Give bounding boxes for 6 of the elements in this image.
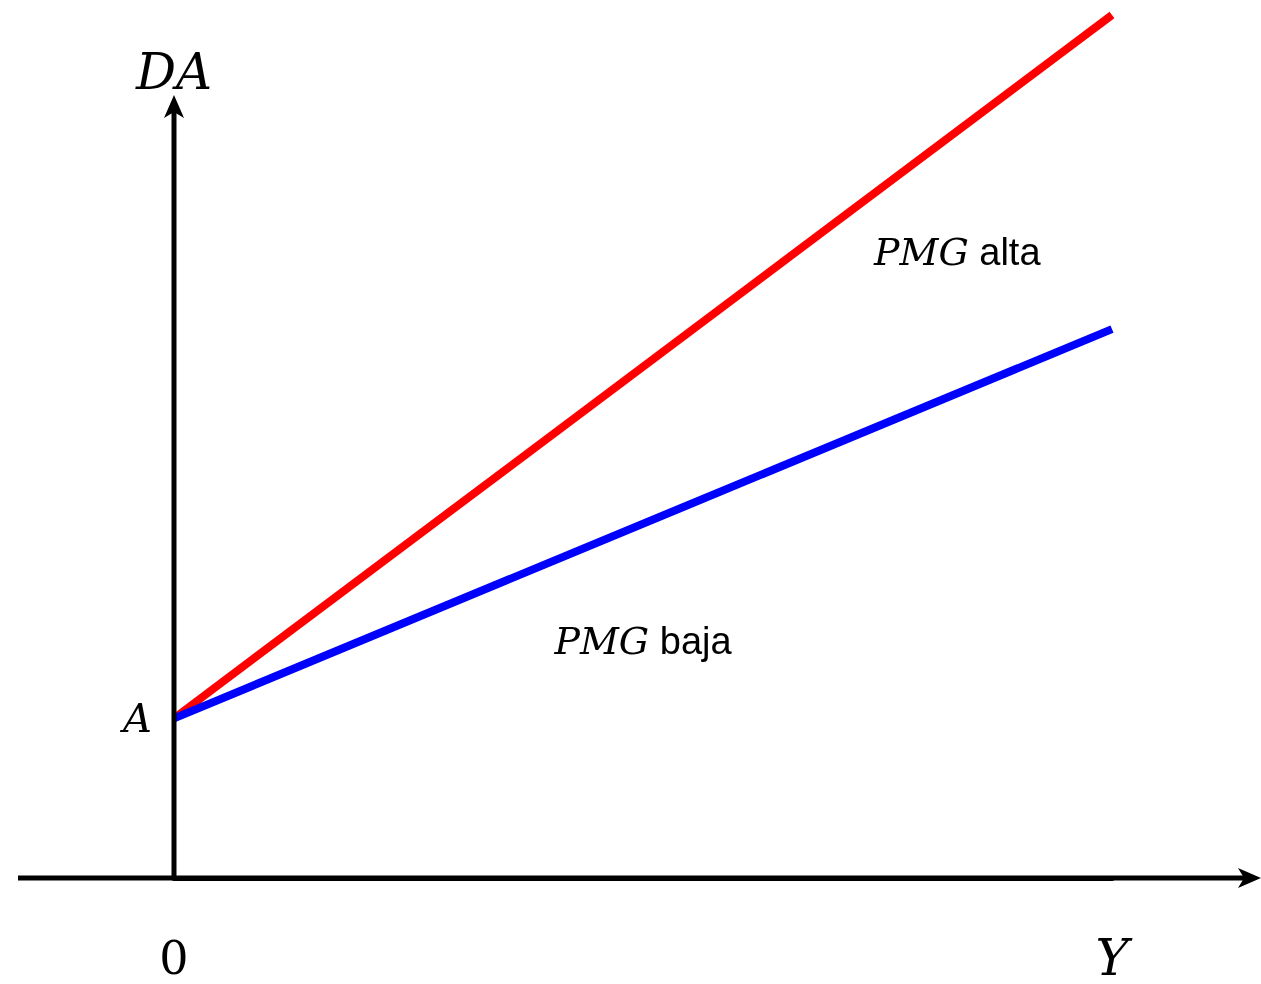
x-axis-title: Y	[1095, 929, 1133, 984]
series-label: PMG baja	[553, 618, 733, 663]
series-label: PMG alta	[872, 230, 1042, 275]
text: 0	[159, 931, 189, 984]
annotation: A	[119, 695, 152, 742]
y-axis-title: DA	[134, 43, 213, 101]
